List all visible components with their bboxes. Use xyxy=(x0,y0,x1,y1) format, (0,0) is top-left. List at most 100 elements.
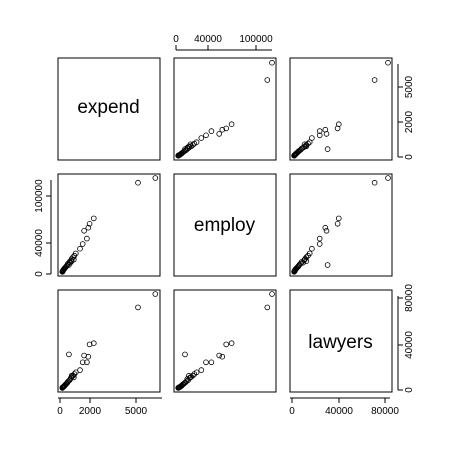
data-point xyxy=(182,351,188,358)
data-point xyxy=(68,257,74,264)
data-point xyxy=(152,291,159,297)
tick-label: 100000 xyxy=(239,34,273,45)
bottom-axis-lawyers: 0 40000 80000 xyxy=(289,397,399,417)
data-point xyxy=(184,376,191,382)
bottom-axis-expend: 0 2000 5000 xyxy=(57,397,162,417)
panel-expend-vs-employ xyxy=(173,57,277,161)
data-point xyxy=(91,215,97,222)
data-point xyxy=(203,359,209,366)
tick-label: 0 xyxy=(173,34,179,45)
data-point xyxy=(67,376,74,382)
data-point xyxy=(316,132,323,139)
data-point xyxy=(316,241,323,247)
data-point xyxy=(198,135,205,141)
data-point xyxy=(223,125,230,132)
data-point xyxy=(84,359,90,366)
data-point xyxy=(135,179,141,186)
tick-label: 2000 xyxy=(79,406,102,417)
data-point xyxy=(305,252,311,259)
data-point xyxy=(269,291,275,297)
data-point xyxy=(73,369,79,376)
data-point xyxy=(335,215,342,222)
tick-label: 80000 xyxy=(371,406,399,417)
data-point xyxy=(322,224,329,231)
tick-label: 100000 xyxy=(34,179,45,213)
panel-expend-vs-lawyers xyxy=(289,57,393,161)
data-point xyxy=(228,121,235,127)
tick-label: 40000 xyxy=(194,34,222,45)
data-point xyxy=(77,245,83,252)
right-axis-expend: 0 2000 5000 xyxy=(397,64,415,160)
data-point xyxy=(84,235,90,242)
data-point xyxy=(306,139,313,146)
data-point xyxy=(316,128,323,134)
data-point xyxy=(219,353,226,360)
diag-label-expend: expend xyxy=(77,97,139,118)
data-point xyxy=(300,144,306,151)
data-point xyxy=(208,128,215,134)
data-point xyxy=(324,146,331,152)
data-point xyxy=(216,352,223,359)
data-point xyxy=(291,268,297,275)
data-point xyxy=(322,126,329,133)
data-point xyxy=(228,340,235,347)
panel-expend-vs-expend xyxy=(57,57,161,161)
data-point xyxy=(323,228,330,234)
data-point xyxy=(59,268,66,275)
data-point xyxy=(216,131,223,137)
tick-label: 5000 xyxy=(404,75,415,98)
data-point xyxy=(67,259,74,266)
data-point xyxy=(152,175,159,181)
tick-label: 40000 xyxy=(325,406,353,417)
tick-label: 0 xyxy=(404,154,415,160)
data-point xyxy=(79,241,86,247)
data-point xyxy=(186,372,192,379)
data-point xyxy=(135,304,141,311)
panel-lawyers-vs-lawyers xyxy=(289,289,393,393)
data-point xyxy=(264,77,271,83)
data-point xyxy=(187,141,194,148)
data-point xyxy=(334,125,341,132)
data-point xyxy=(79,359,86,366)
diag-label-lawyers: lawyers xyxy=(308,332,372,353)
data-point xyxy=(198,367,205,373)
data-point xyxy=(85,353,92,360)
top-axis-employ: 0 40000 100000 xyxy=(173,34,273,51)
data-point xyxy=(316,235,323,242)
data-point xyxy=(309,245,315,252)
panel-employ-vs-lawyers xyxy=(289,173,393,277)
data-point xyxy=(86,221,93,227)
data-point xyxy=(186,144,193,150)
data-point xyxy=(309,135,315,141)
data-point xyxy=(175,385,182,391)
tick-label: 0 xyxy=(34,271,45,277)
tick-label: 0 xyxy=(57,406,63,417)
tick-label: 0 xyxy=(404,387,415,393)
data-point xyxy=(301,141,308,148)
data-point xyxy=(184,144,191,151)
data-point xyxy=(291,152,297,159)
data-point xyxy=(208,359,215,366)
data-point xyxy=(219,126,226,133)
data-point xyxy=(269,59,275,66)
data-point xyxy=(303,258,310,264)
data-point xyxy=(371,77,378,83)
right-axis-lawyers: 0 40000 80000 xyxy=(397,284,415,393)
data-point xyxy=(175,152,182,159)
panel-employ-vs-expend xyxy=(57,173,161,277)
data-point xyxy=(77,367,83,373)
data-point xyxy=(85,224,92,231)
data-point xyxy=(71,256,77,263)
data-point xyxy=(86,341,93,348)
data-point xyxy=(371,179,378,186)
panel-lawyers-vs-employ xyxy=(173,289,277,393)
data-point xyxy=(81,228,87,234)
data-point xyxy=(191,371,198,377)
data-point xyxy=(324,262,331,268)
panel-lawyers-vs-expend xyxy=(57,289,161,393)
tick-label: 40000 xyxy=(34,229,45,257)
data-point xyxy=(59,385,66,391)
data-point xyxy=(66,351,72,358)
diag-label-employ: employ xyxy=(194,215,256,236)
